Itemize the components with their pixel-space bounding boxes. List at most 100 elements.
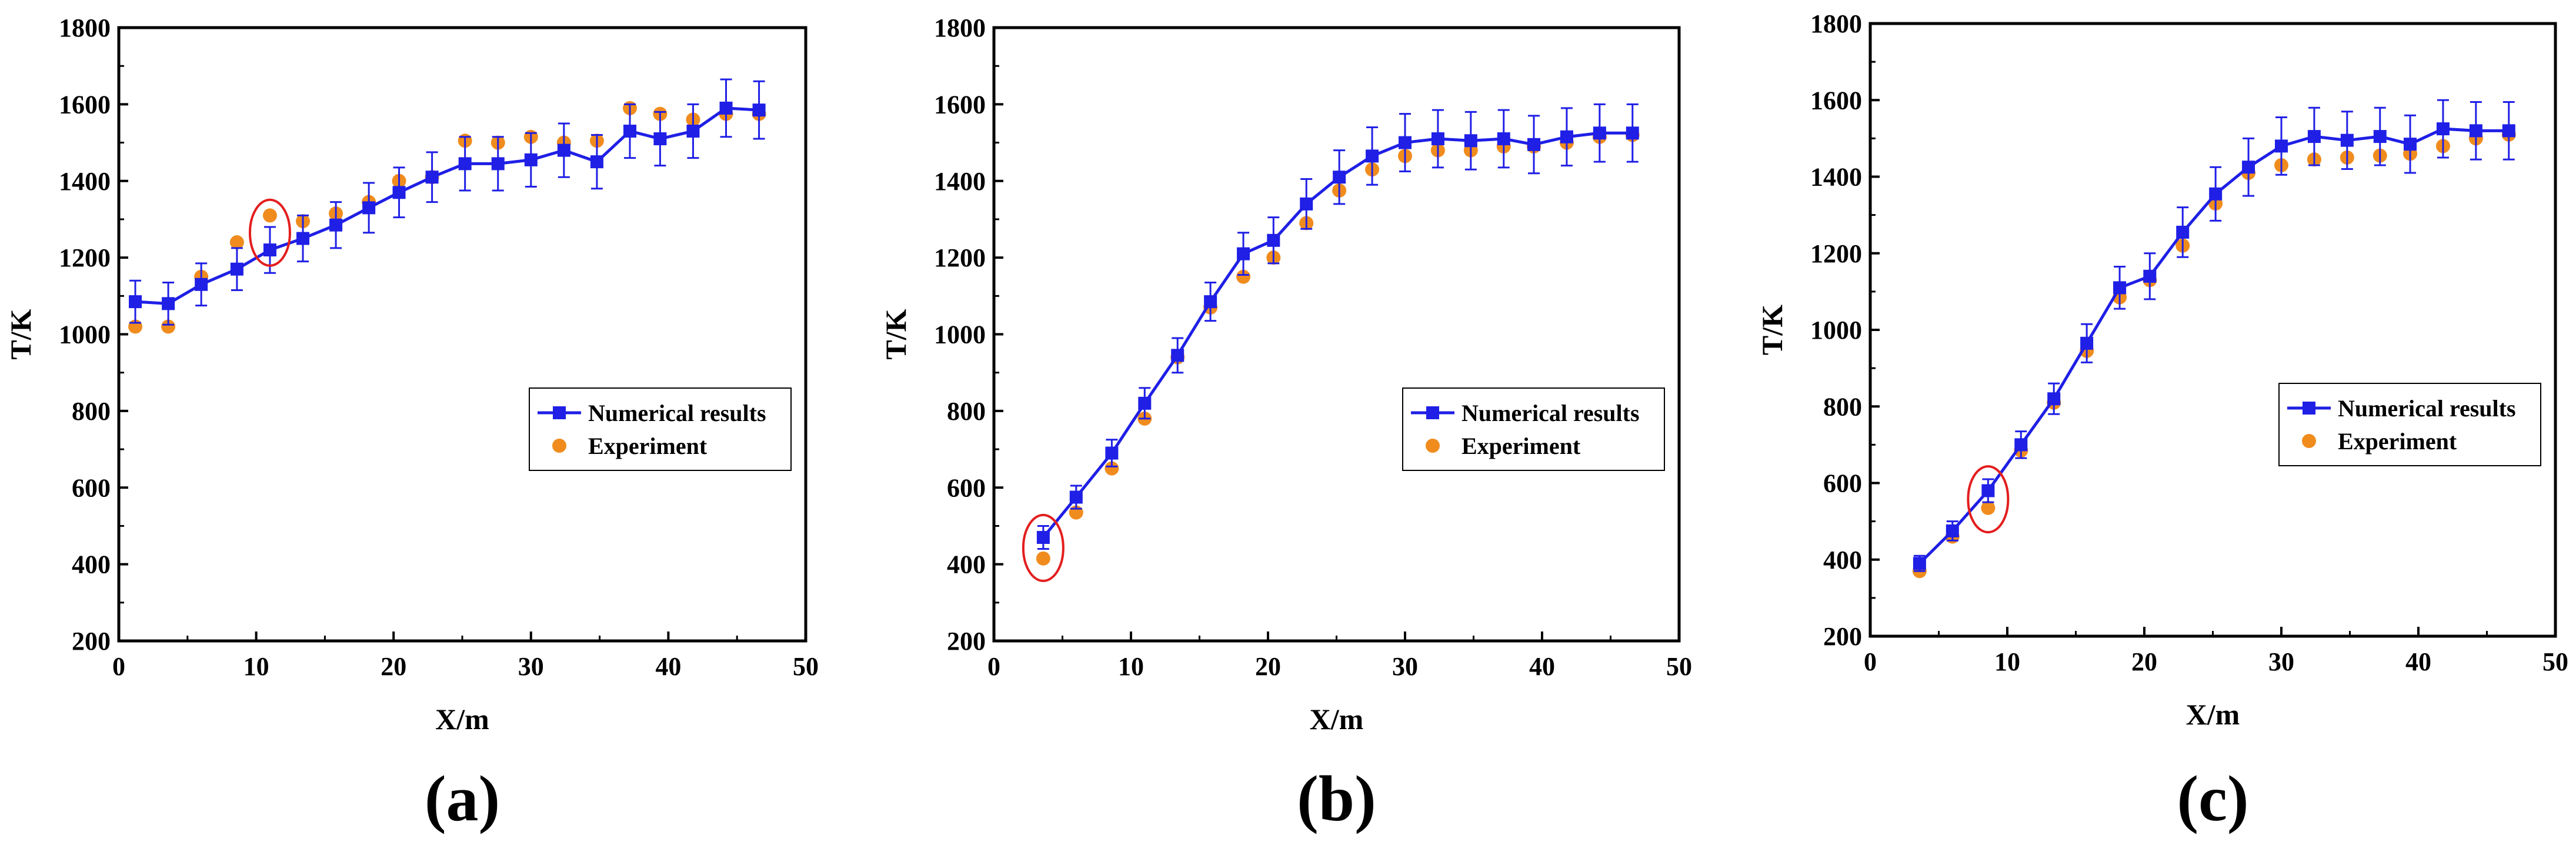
numerical-point bbox=[2373, 130, 2387, 143]
legend-label-numerical: Numerical results bbox=[1461, 400, 1640, 426]
numerical-point bbox=[2502, 124, 2515, 138]
numerical-point bbox=[1560, 130, 1573, 143]
experiment-point bbox=[1981, 500, 1996, 515]
y-tick-label: 1000 bbox=[934, 320, 986, 349]
numerical-point bbox=[1204, 295, 1217, 309]
legend-label-experiment: Experiment bbox=[2338, 428, 2457, 455]
y-tick-label: 1200 bbox=[934, 243, 986, 272]
x-tick-label: 10 bbox=[1118, 652, 1144, 681]
numerical-point bbox=[557, 143, 570, 157]
numerical-point bbox=[686, 125, 700, 138]
numerical-point bbox=[1237, 247, 1250, 260]
numerical-point bbox=[2307, 130, 2321, 143]
x-tick-label: 10 bbox=[243, 652, 269, 681]
numerical-point bbox=[2436, 122, 2450, 136]
numerical-point bbox=[1138, 396, 1152, 410]
numerical-point bbox=[2209, 187, 2223, 201]
numerical-point bbox=[2275, 139, 2288, 153]
legend-box bbox=[529, 387, 792, 471]
legend-box bbox=[2278, 383, 2541, 466]
legend: Numerical results Experiment bbox=[2278, 383, 2541, 466]
numerical-point bbox=[1036, 530, 1050, 544]
chart-panel-1: 0 10 20 30 40 50 200 400 600 800 1000 1200 1400 1600 1… bbox=[4, 14, 819, 834]
experiment-point bbox=[229, 235, 244, 250]
y-tick-label: 800 bbox=[947, 397, 986, 426]
legend-dot-marker bbox=[1426, 439, 1440, 453]
y-tick-label: 1600 bbox=[934, 90, 986, 119]
legend-dot-marker bbox=[552, 439, 566, 453]
x-axis-title: X/m bbox=[2186, 698, 2240, 731]
numerical-point bbox=[719, 101, 733, 115]
panel-label: (a) bbox=[425, 763, 500, 834]
numerical-point bbox=[2143, 269, 2157, 283]
numerical-point bbox=[1105, 446, 1119, 460]
y-tick-label: 1000 bbox=[1810, 316, 1862, 345]
legend: Numerical results Experiment bbox=[1402, 387, 1665, 471]
numerical-point bbox=[491, 157, 505, 171]
numerical-point bbox=[1593, 126, 1606, 140]
y-tick-label: 800 bbox=[1823, 392, 1862, 421]
numerical-point bbox=[195, 278, 208, 291]
y-axis-title: T/K bbox=[879, 309, 912, 359]
x-tick-label: 40 bbox=[2405, 647, 2431, 676]
numerical-point bbox=[1267, 233, 1280, 247]
plot-frame bbox=[992, 26, 1681, 643]
y-tick-label: 600 bbox=[72, 473, 111, 502]
x-tick-label: 20 bbox=[381, 652, 406, 681]
numerical-point bbox=[263, 243, 276, 257]
legend-square-marker bbox=[2303, 402, 2315, 415]
numerical-point bbox=[162, 297, 175, 310]
legend-label-experiment: Experiment bbox=[588, 433, 708, 459]
numerical-point bbox=[1069, 490, 1083, 504]
numerical-point bbox=[1399, 136, 1412, 149]
x-tick-label: 50 bbox=[1666, 652, 1692, 681]
y-tick-label: 1600 bbox=[59, 90, 111, 119]
y-tick-label: 1800 bbox=[934, 14, 986, 42]
numerical-point bbox=[1171, 349, 1184, 362]
numerical-point bbox=[1333, 171, 1346, 184]
numerical-point bbox=[1464, 134, 1477, 148]
numerical-point bbox=[296, 232, 310, 245]
y-tick-label: 1600 bbox=[1810, 86, 1862, 115]
y-tick-label: 1400 bbox=[59, 167, 111, 196]
experiment-point bbox=[262, 208, 277, 223]
plot-frame bbox=[1868, 22, 2557, 638]
x-tick-label: 50 bbox=[793, 652, 819, 681]
x-tick-label: 40 bbox=[1529, 652, 1555, 681]
numerical-point bbox=[2113, 281, 2127, 295]
numerical-point bbox=[458, 157, 472, 171]
numerical-point bbox=[752, 103, 766, 117]
highlight-ellipse bbox=[1967, 465, 2010, 534]
x-tick-label: 0 bbox=[987, 652, 1000, 681]
experiment-point bbox=[1236, 269, 1251, 284]
y-tick-label: 1800 bbox=[1810, 9, 1862, 38]
y-tick-label: 800 bbox=[72, 397, 111, 426]
y-tick-label: 1400 bbox=[1810, 163, 1862, 192]
y-tick-label: 200 bbox=[72, 627, 111, 656]
y-tick-label: 1000 bbox=[59, 320, 111, 349]
numerical-point bbox=[1300, 197, 1313, 211]
numerical-point bbox=[1946, 524, 1959, 537]
numerical-point bbox=[2469, 124, 2482, 138]
numerical-point bbox=[1366, 149, 1379, 163]
legend-box bbox=[1402, 387, 1665, 471]
numerical-point bbox=[590, 155, 603, 169]
numerical-point bbox=[129, 295, 142, 309]
numerical-point bbox=[230, 262, 243, 276]
y-tick-label: 1200 bbox=[1810, 239, 1862, 268]
x-tick-label: 0 bbox=[1864, 647, 1877, 676]
numerical-point bbox=[2340, 133, 2354, 147]
chart-panel-2: 0 10 20 30 40 50 200 400 600 800 1000 1200 1400 1600 1… bbox=[879, 14, 1692, 834]
y-tick-label: 200 bbox=[947, 627, 986, 656]
y-axis-title: T/K bbox=[4, 309, 37, 359]
x-tick-label: 20 bbox=[1255, 652, 1281, 681]
numerical-point bbox=[2176, 225, 2190, 239]
y-tick-label: 400 bbox=[947, 550, 986, 579]
y-tick-label: 200 bbox=[1823, 622, 1862, 651]
numerical-point bbox=[623, 125, 636, 138]
numerical-point bbox=[2242, 161, 2255, 174]
numerical-point bbox=[1527, 138, 1541, 151]
y-tick-label: 1400 bbox=[934, 167, 986, 196]
numerical-point bbox=[653, 132, 667, 146]
